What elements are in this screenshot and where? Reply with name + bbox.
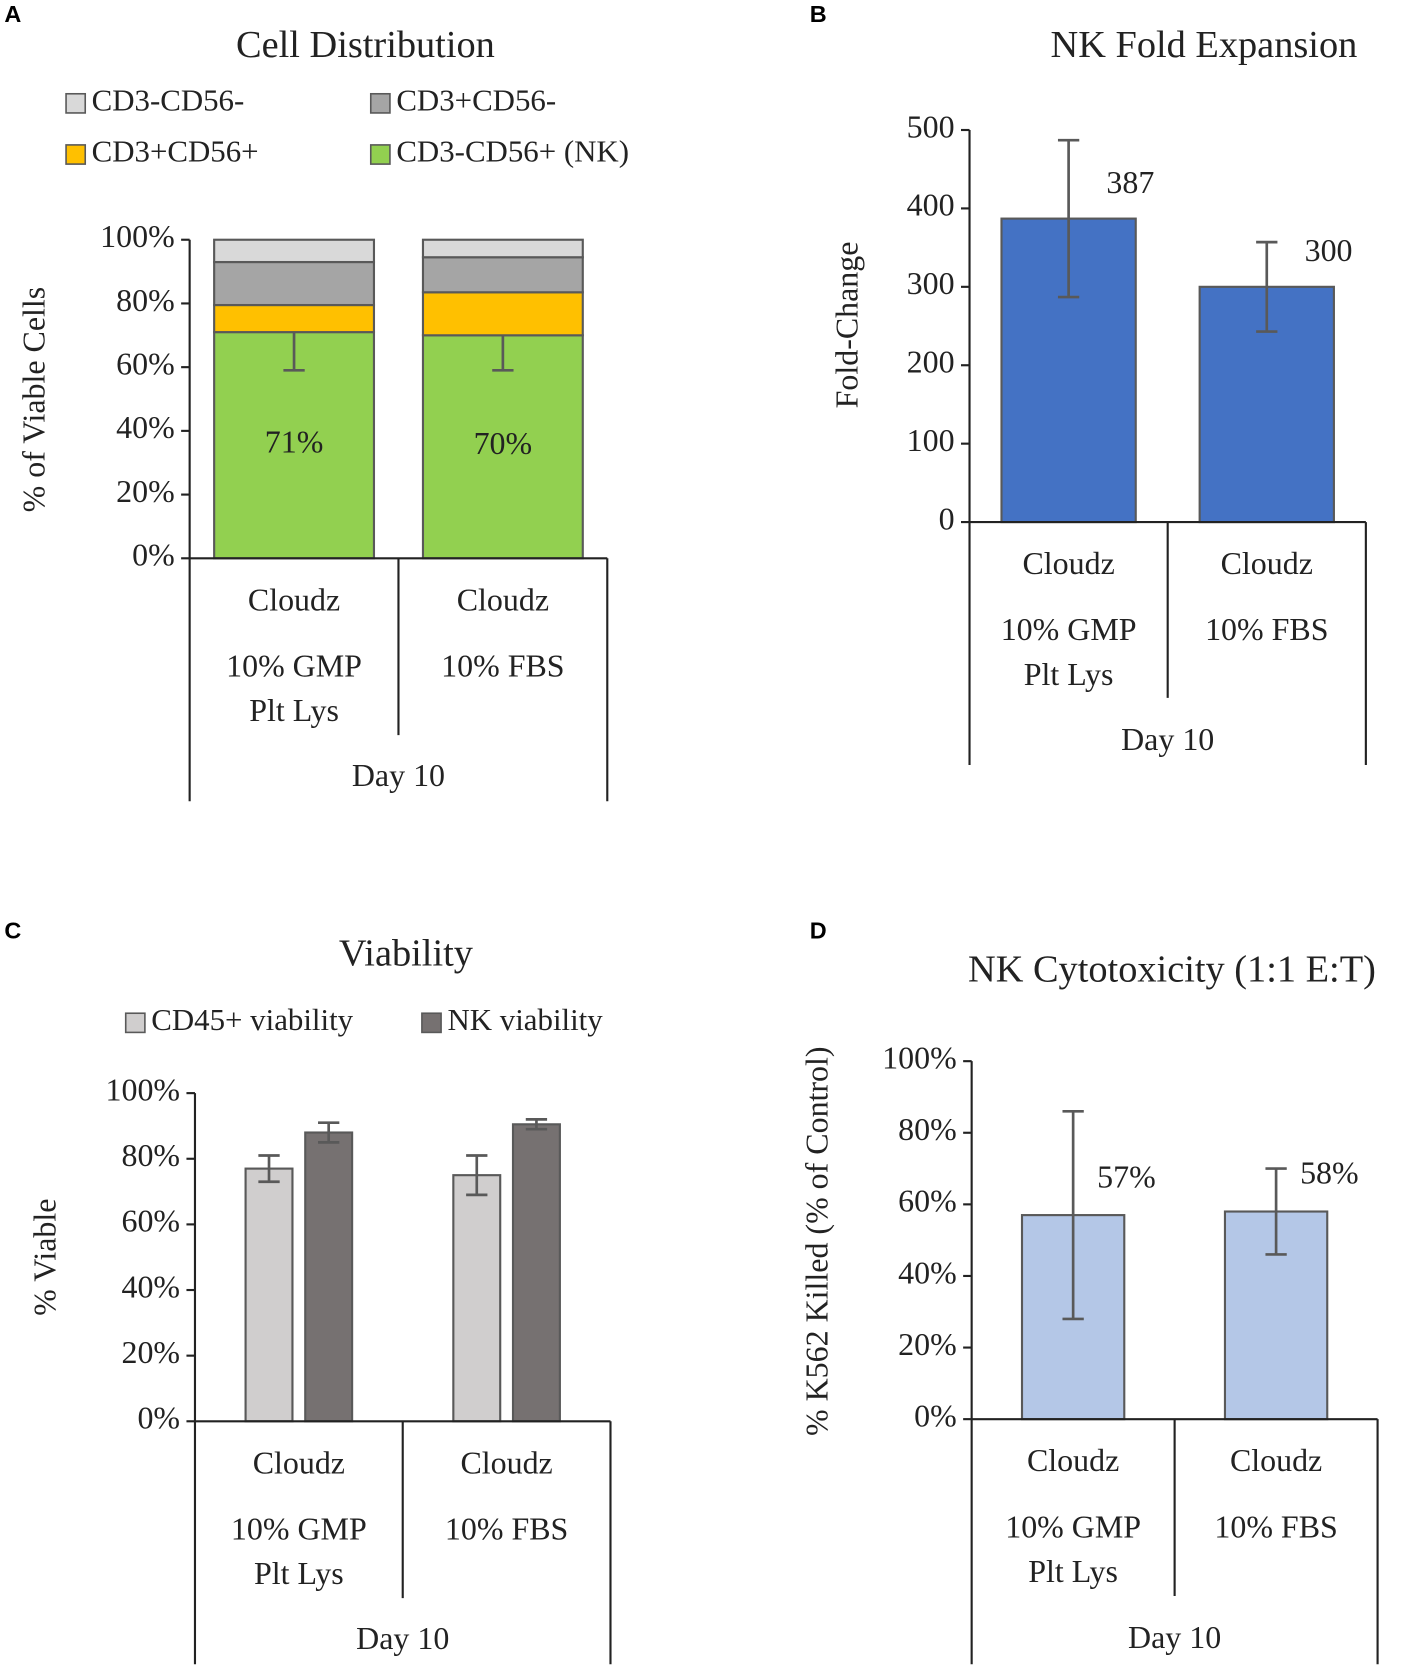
y-axis-label: % Viable (27, 1199, 62, 1316)
x-tick-label: Cloudz (1022, 546, 1114, 581)
data-label: 300 (1305, 233, 1353, 268)
y-tick-label: 80% (121, 1138, 180, 1173)
legend-swatch (369, 144, 391, 165)
chart-title: Cell Distribution (236, 24, 495, 66)
y-tick-label: 0% (914, 1398, 957, 1433)
panel-letter: C (4, 917, 21, 943)
x-tick-label: Cloudz (1221, 546, 1313, 581)
error-bar (318, 1121, 340, 1144)
bar (213, 238, 376, 264)
legend-swatch (421, 1012, 442, 1034)
x-tick-label: 10% GMP (226, 648, 362, 683)
x-tick-label: Cloudz (248, 582, 340, 617)
x-tick-label: 10% FBS (445, 1511, 568, 1546)
y-tick-label: 0% (132, 538, 175, 573)
y-axis-label: Fold-Change (830, 242, 865, 409)
x-tick-label: Plt Lys (1024, 657, 1114, 692)
y-tick-label: 200 (907, 345, 955, 380)
x-tick-label: 10% FBS (1205, 612, 1328, 647)
data-label: 70% (474, 426, 533, 461)
x-tick-label: Plt Lys (254, 1556, 344, 1591)
x-tick-label: Cloudz (1027, 1443, 1119, 1478)
legend-label: NK viability (447, 1002, 603, 1037)
x-tick-label: Cloudz (460, 1445, 552, 1480)
group-label: Day 10 (1121, 722, 1214, 757)
data-label: 71% (265, 425, 324, 460)
y-tick-label: 40% (898, 1255, 957, 1290)
y-tick-label: 20% (121, 1335, 180, 1370)
y-axis-label: % of Viable Cells (17, 287, 52, 513)
error-bar (1057, 138, 1080, 299)
y-tick-label: 80% (898, 1112, 957, 1147)
chart-title: Viability (339, 933, 474, 975)
x-tick-label: Cloudz (1230, 1443, 1322, 1478)
data-label: 58% (1300, 1156, 1359, 1191)
group-label: Day 10 (352, 758, 445, 793)
legend-swatch (124, 1012, 146, 1034)
bar (213, 260, 376, 307)
error-bar (258, 1154, 280, 1184)
y-tick-label: 60% (116, 346, 175, 381)
y-tick-label: 0% (137, 1401, 180, 1436)
bar (244, 1167, 294, 1423)
bar (213, 303, 376, 334)
y-tick-label: 100% (100, 219, 175, 254)
bar (511, 1123, 561, 1423)
data-label: 57% (1097, 1159, 1156, 1194)
x-tick-label: 10% FBS (441, 648, 564, 683)
y-tick-label: 20% (898, 1327, 957, 1362)
legend-label: CD3+CD56+ (92, 134, 259, 169)
x-tick-label: Plt Lys (249, 693, 339, 728)
error-bar (466, 1154, 488, 1197)
y-tick-label: 500 (907, 109, 955, 144)
panel-letter: D (810, 917, 827, 943)
y-tick-label: 100% (105, 1072, 180, 1107)
legend-swatch (65, 144, 87, 165)
chart-title: NK Cytotoxicity (1:1 E:T) (968, 949, 1376, 991)
chart-title: NK Fold Expansion (1051, 24, 1358, 66)
legend-swatch (369, 92, 391, 114)
legend-label: CD3+CD56- (396, 82, 556, 117)
x-tick-label: 10% GMP (1005, 1509, 1141, 1544)
y-tick-label: 100% (882, 1040, 957, 1075)
y-tick-label: 100 (907, 423, 955, 458)
panel-letter: A (4, 1, 21, 27)
y-tick-label: 60% (898, 1184, 957, 1219)
bar (421, 291, 584, 337)
bar (452, 1174, 502, 1423)
y-tick-label: 40% (121, 1269, 180, 1304)
y-tick-label: 60% (121, 1204, 180, 1239)
x-tick-label: Plt Lys (1028, 1554, 1118, 1589)
x-tick-label: Cloudz (253, 1445, 345, 1480)
x-tick-label: 10% GMP (1001, 612, 1137, 647)
legend-label: CD45+ viability (151, 1002, 353, 1037)
bar (421, 256, 584, 294)
error-bar (525, 1118, 548, 1131)
y-tick-label: 0 (939, 501, 955, 536)
legend-label: CD3-CD56- (92, 82, 245, 117)
y-tick-label: 80% (116, 283, 175, 318)
error-bar (1256, 240, 1278, 333)
error-bar (1265, 1167, 1287, 1256)
group-label: Day 10 (1128, 1620, 1221, 1655)
x-tick-label: 10% GMP (231, 1511, 367, 1546)
bar (421, 238, 584, 259)
error-bar (1062, 1109, 1084, 1321)
y-tick-label: 40% (116, 410, 175, 445)
y-tick-label: 20% (116, 474, 175, 509)
data-label: 387 (1106, 165, 1154, 200)
x-tick-label: Cloudz (457, 582, 549, 617)
legend-label: CD3-CD56+ (NK) (396, 134, 629, 169)
panel-letter: B (810, 1, 827, 27)
group-label: Day 10 (356, 1621, 449, 1656)
y-tick-label: 300 (907, 266, 955, 301)
bar (304, 1131, 354, 1423)
y-tick-label: 400 (907, 188, 955, 223)
x-tick-label: 10% FBS (1214, 1509, 1337, 1544)
y-axis-label: % K562 Killed (% of Control) (800, 1046, 835, 1436)
legend-swatch (65, 92, 87, 114)
